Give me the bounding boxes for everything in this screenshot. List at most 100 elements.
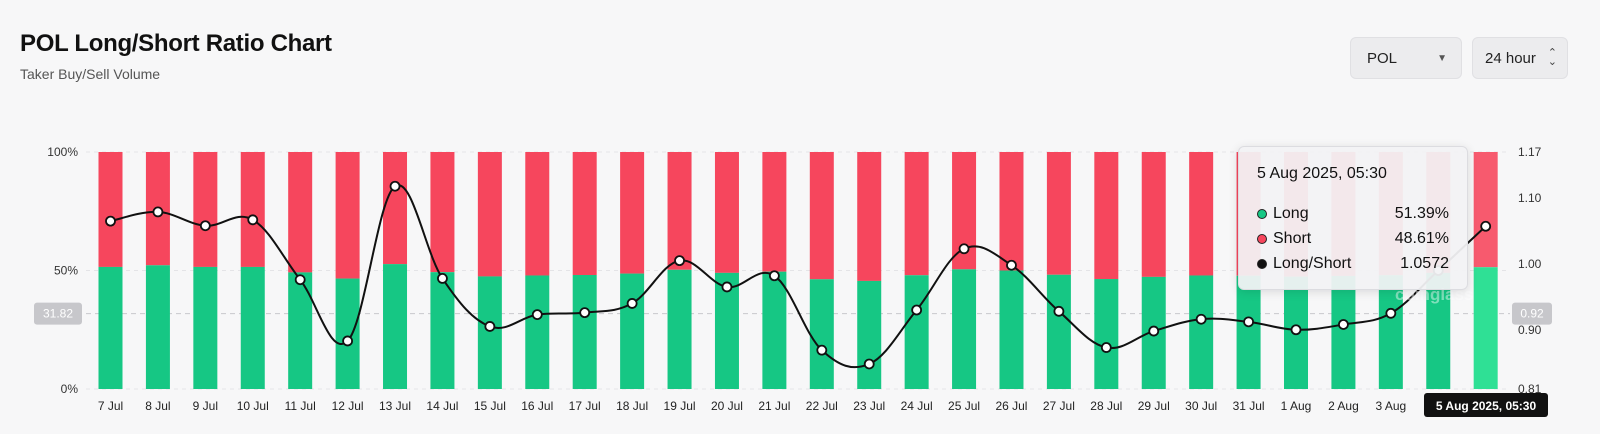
ratio-point (1480, 220, 1492, 232)
ratio-dot-icon (1257, 258, 1267, 269)
ratio-point (1100, 342, 1112, 353)
short-bar (714, 152, 739, 273)
page-subtitle: Taker Buy/Sell Volume (20, 66, 161, 82)
long-bar (952, 269, 977, 389)
long-bar (857, 280, 882, 389)
tooltip-value-ratio: 1.0572 (1400, 254, 1449, 272)
ratio-point (674, 255, 685, 267)
x-tick-label: 18 Jul (616, 399, 648, 413)
y-right-tick-label: 1.10 (1518, 191, 1542, 205)
long-bar (383, 264, 408, 389)
interval-select[interactable]: 24 hour ⌃ ⌄ (1472, 37, 1568, 79)
long-bar (240, 266, 265, 389)
short-bar (240, 152, 265, 267)
tooltip-date: 5 Aug 2025, 05:30 (1257, 165, 1387, 182)
tooltip-value-short: 48.61% (1394, 229, 1449, 247)
short-bar (762, 152, 787, 272)
ratio-point (484, 321, 496, 332)
ratio-point (958, 243, 970, 255)
ratio-point (1290, 324, 1302, 336)
x-tick-label: 25 Jul (948, 399, 980, 413)
x-tick-label: 10 Jul (237, 399, 269, 413)
y-left-tick-label: 0% (61, 382, 79, 396)
ratio-point (199, 220, 211, 232)
short-bar (1189, 152, 1214, 276)
long-bar (193, 266, 218, 389)
x-tick-label: 17 Jul (569, 399, 601, 413)
ratio-point (105, 215, 116, 227)
x-tick-label: 12 Jul (332, 399, 364, 413)
ratio-point (152, 206, 164, 218)
long-bar (525, 275, 550, 389)
y-right-tick-label: 1.17 (1518, 145, 1542, 159)
ratio-point (294, 274, 306, 286)
short-bar (1473, 152, 1498, 268)
y-right-tick-label: 0.90 (1518, 323, 1542, 337)
short-bar (999, 152, 1024, 271)
ratio-point (1195, 313, 1207, 325)
x-tick-label: 14 Jul (426, 399, 458, 413)
tooltip-label-ratio: Long/Short (1273, 254, 1352, 272)
ratio-point (579, 307, 591, 319)
crosshair-right-label: 0.92 (1520, 307, 1544, 321)
short-bar (335, 152, 360, 279)
y-left-tick-label: 50% (54, 264, 78, 278)
long-bar (1046, 274, 1071, 389)
short-bar (477, 152, 502, 277)
short-bar (1046, 152, 1071, 275)
ratio-point (1338, 319, 1349, 330)
chart-tooltip: 5 Aug 2025, 05:30 Long 51.39% Short 48.6… (1238, 146, 1468, 290)
ratio-point (768, 270, 780, 282)
y-right-tick-label: 0.81 (1518, 382, 1542, 396)
chevron-down-icon: ▼ (1437, 52, 1447, 64)
y-right-tick-label: 1.00 (1518, 257, 1542, 271)
x-tick-label: 24 Jul (901, 399, 933, 413)
ratio-point (863, 358, 875, 370)
x-tick-label: 1 Aug (1281, 399, 1312, 413)
ratio-point (626, 298, 638, 309)
ratio-point (247, 214, 259, 226)
long-bar (288, 272, 313, 389)
tooltip-row-short: Short 48.61% (1257, 226, 1449, 251)
long-bar (667, 269, 692, 389)
short-bar (98, 152, 123, 267)
long-bar (1426, 272, 1451, 389)
x-crosshair-badge (1424, 393, 1548, 417)
short-bar (667, 152, 692, 270)
long-bar (620, 273, 645, 389)
short-bar (525, 152, 550, 276)
short-bar (383, 152, 408, 265)
symbol-select[interactable]: POL ▼ (1350, 37, 1462, 79)
long-bar (1094, 279, 1119, 389)
long-bar (999, 270, 1024, 389)
short-bar (288, 152, 313, 273)
long-dot-icon (1257, 208, 1267, 219)
x-tick-label: 22 Jul (806, 399, 838, 413)
short-bar (904, 152, 929, 276)
long-bar (430, 272, 455, 389)
ratio-point (342, 335, 354, 347)
long-bar (904, 275, 929, 389)
x-tick-label: 19 Jul (664, 399, 696, 413)
x-tick-label: 31 Jul (1233, 399, 1265, 413)
ratio-point (911, 304, 923, 316)
updown-chevron-icon: ⌃ ⌄ (1547, 47, 1557, 68)
x-crosshair-label: 5 Aug 2025, 05:30 (1436, 399, 1537, 413)
ratio-point (721, 281, 733, 293)
short-dot-icon (1257, 233, 1267, 244)
long-bar (1331, 275, 1356, 389)
ratio-point (389, 180, 401, 192)
x-tick-label: 21 Jul (758, 399, 790, 413)
short-bar (809, 152, 834, 280)
long-bar (98, 266, 123, 389)
crosshair-right-badge (1512, 302, 1552, 325)
short-bar (857, 152, 882, 281)
x-tick-label: 30 Jul (1185, 399, 1217, 413)
x-tick-label: 7 Jul (98, 399, 123, 413)
x-tick-label: 9 Jul (193, 399, 218, 413)
long-bar (335, 278, 360, 389)
interval-select-value: 24 hour (1485, 49, 1536, 67)
crosshair-left-label: 31.82 (43, 307, 73, 321)
x-tick-label: 28 Jul (1090, 399, 1122, 413)
short-bar (572, 152, 597, 276)
